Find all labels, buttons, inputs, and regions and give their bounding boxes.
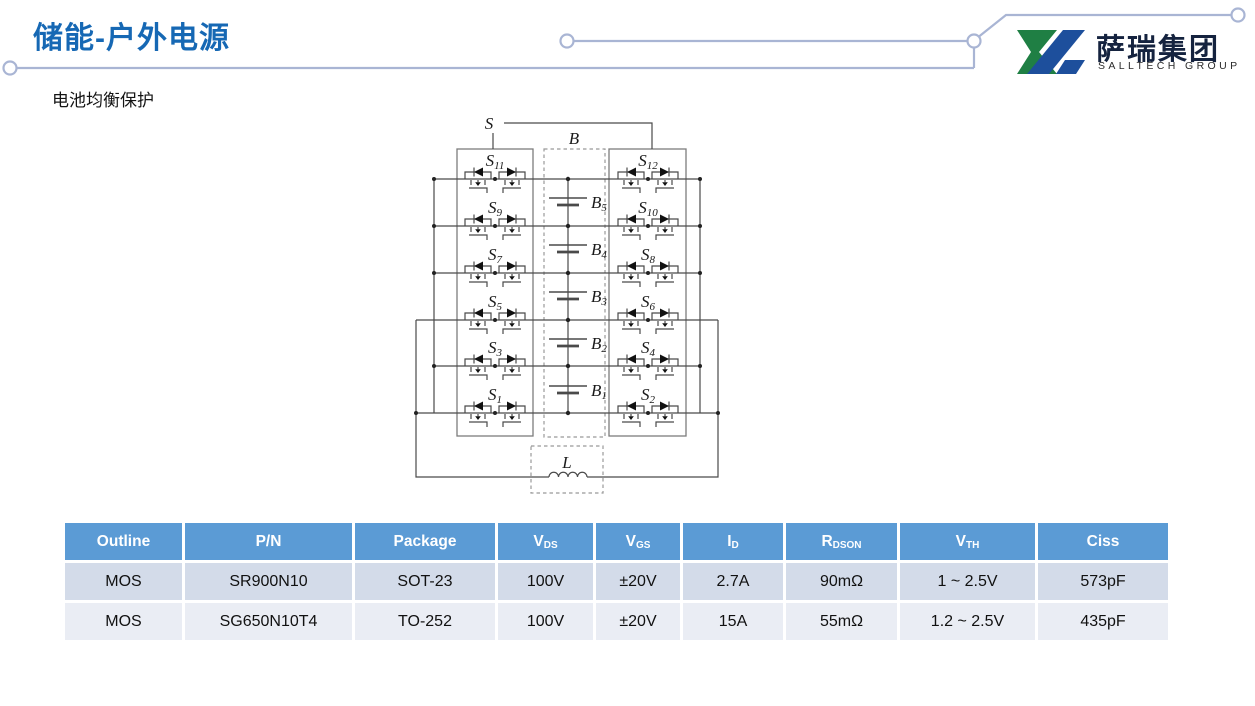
column-header-outline: Outline [65,523,182,560]
switch-label: S6 [641,292,656,313]
switch-label: S5 [488,292,503,313]
battery-label: B5 [591,193,607,214]
table-cell: SOT-23 [355,563,495,600]
column-header-rdson: R DSON [786,523,897,560]
table-cell: TO-252 [355,603,495,640]
mosfet-pair [617,353,679,381]
wire [504,122,653,149]
switch-label: S3 [488,338,503,359]
column-header-ciss: Ciss [1038,523,1168,560]
battery-label: B4 [591,240,607,261]
page-title: 储能-户外电源 [33,22,230,55]
table-cell: 2.7A [683,563,783,600]
inductor-dashed-box [530,445,604,494]
junction-dots [414,176,720,416]
battery-bank-dashed-box [543,148,606,438]
column-header-vth: V TH [900,523,1035,560]
column-header-vds: V DS [498,523,593,560]
section-subtitle: 电池均衡保护 [52,91,154,110]
decor-node-circle [559,33,575,49]
company-logo-icon [1017,30,1085,74]
mosfet-pair [464,213,526,241]
right-outer-loop [587,320,719,478]
table-cell: 55mΩ [786,603,897,640]
battery-label: B3 [591,287,607,308]
left-row-wires [416,178,568,414]
table-cell: SG650N10T4 [185,603,352,640]
table-cell: 100V [498,603,593,640]
column-header-pn: P/N [185,523,352,560]
table-cell: 1.2 ~ 2.5V [900,603,1035,640]
switch-label: S7 [488,245,503,266]
logo-blue-shape [1056,60,1085,74]
table-cell: MOS [65,563,182,600]
switch-label: S1 [488,385,502,406]
inductor-label: L [561,453,571,472]
logo-blue-shape [1027,30,1085,74]
inductor-coil [548,471,588,478]
battery-label: B2 [591,334,607,355]
table-cell: 1 ~ 2.5V [900,563,1035,600]
mosfet-pair [464,400,526,428]
switch-label: S8 [641,245,656,266]
table-cell: 573pF [1038,563,1168,600]
switch-label: S9 [488,198,503,219]
table-cell: 15A [683,603,783,640]
column-header-package: Package [355,523,495,560]
left-switch-group-box [456,148,534,437]
switch-label: S12 [638,151,658,172]
switch-label: S4 [641,338,656,359]
mosfet-pair [617,307,679,335]
table-cell: 90mΩ [786,563,897,600]
decor-node-circle [2,60,18,76]
company-logo: 萨瑞集团 SALLTECH GROUP [1010,24,1245,80]
mosfet-pair [464,260,526,288]
left-outer-loop [415,320,549,478]
switch-label: S2 [641,385,656,406]
decor-line-diagonal [978,13,1231,38]
decor-node-circle [1230,7,1246,23]
table-cell: 100V [498,563,593,600]
right-switch-group-box [608,148,687,437]
logo-company-name-en: SALLTECH GROUP [1098,60,1241,72]
decor-node-circle [966,33,982,49]
decor-lines [2,7,1246,76]
right-row-wires [568,178,718,414]
mosfet-pair [464,353,526,381]
switch-label: S11 [486,151,505,172]
mosfet-pair [464,307,526,335]
table-cell: SR900N10 [185,563,352,600]
battery-bank-label: B [569,129,580,148]
table-cell: ±20V [596,563,680,600]
mosfet-pair [617,260,679,288]
switch-label: S10 [638,198,658,219]
table-cell: ±20V [596,603,680,640]
logo-company-name-cn: 萨瑞集团 [1096,34,1221,66]
table-cell: 435pF [1038,603,1168,640]
table-cell: MOS [65,603,182,640]
source-node-label: S [485,114,494,133]
column-header-vgs: V GS [596,523,680,560]
battery-balancing-circuit-diagram: S B L S11 S9 S7 S5 S3 S1 S12 S10 S8 S6 S… [414,114,720,494]
mosfet-pair [617,400,679,428]
battery-label: B1 [591,381,607,402]
